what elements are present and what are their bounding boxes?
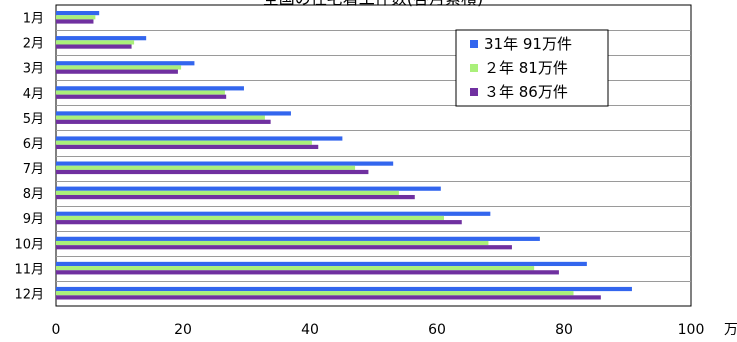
- bar: [56, 266, 535, 271]
- bar: [56, 111, 291, 116]
- bar: [56, 211, 491, 216]
- bar: [56, 245, 512, 250]
- bar: [56, 15, 96, 20]
- bar: [56, 115, 265, 120]
- bar: [56, 236, 540, 241]
- bar: [56, 19, 94, 24]
- category-label: 9月: [23, 212, 44, 227]
- bar: [56, 169, 369, 175]
- bar: [56, 69, 178, 74]
- legend-swatch: [470, 64, 478, 72]
- bar: [56, 270, 559, 275]
- legend: 31年 91万件 ２年 81万件 ３年 86万件: [455, 29, 609, 107]
- bar: [56, 90, 225, 95]
- bar: [56, 190, 399, 195]
- bar: [56, 119, 271, 124]
- category-label: 11月: [14, 262, 44, 277]
- x-tick-label: 0: [52, 322, 61, 338]
- bar: [56, 261, 587, 267]
- bars: [56, 11, 632, 300]
- bar: [56, 44, 132, 49]
- x-unit-label: 万: [724, 322, 737, 338]
- category-label: 4月: [23, 87, 44, 102]
- bar: [56, 291, 574, 296]
- x-tick-label: 100: [678, 322, 705, 338]
- x-tick-label: 40: [301, 322, 319, 338]
- category-labels: 1月 2月 3月 4月 5月 6月 7月 8月 9月 10月 11月 12月: [14, 12, 44, 303]
- category-label: 12月: [14, 287, 44, 302]
- bar: [56, 136, 343, 141]
- category-label: 6月: [23, 137, 44, 152]
- bar: [56, 140, 312, 145]
- category-label: 1月: [23, 12, 44, 27]
- legend-label: 31年 91万件: [484, 35, 572, 53]
- bar: [56, 65, 182, 70]
- category-label: 10月: [14, 237, 44, 252]
- bar: [56, 11, 100, 16]
- bar: [56, 161, 394, 166]
- legend-swatch: [470, 88, 478, 96]
- legend-label: ３年 86万件: [484, 83, 568, 101]
- bar: [56, 94, 227, 99]
- category-label: 5月: [23, 112, 44, 127]
- legend-swatch: [470, 40, 478, 48]
- bar: [56, 286, 632, 292]
- x-tick-label: 20: [174, 322, 192, 338]
- bar: [56, 240, 489, 246]
- category-label: 2月: [23, 37, 44, 52]
- bar: [56, 295, 601, 300]
- bar: [56, 165, 356, 170]
- x-tick-label: 60: [428, 322, 446, 338]
- category-label: 3月: [23, 62, 44, 77]
- bar: [56, 86, 244, 91]
- bar: [56, 186, 441, 191]
- bar: [56, 144, 319, 150]
- chart-title: 全国の住宅着工件数(各月累積): [263, 0, 484, 8]
- bar: [56, 220, 462, 225]
- category-label: 8月: [23, 187, 44, 202]
- category-label: 7月: [23, 162, 44, 177]
- legend-box: [455, 29, 609, 107]
- bar: [56, 61, 195, 66]
- bar: [56, 194, 415, 200]
- bar: [56, 36, 147, 41]
- x-tick-label: 80: [555, 322, 573, 338]
- bar: [56, 215, 444, 221]
- x-tick-labels: 0 20 40 60 80 100: [52, 322, 705, 338]
- bar: [56, 40, 135, 45]
- legend-label: ２年 81万件: [484, 59, 568, 77]
